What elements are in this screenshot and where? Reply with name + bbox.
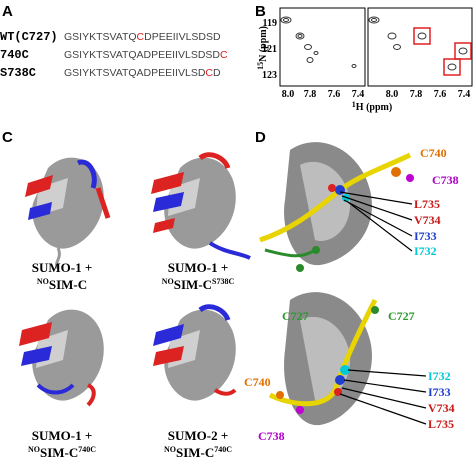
residue-label: C738 bbox=[432, 173, 459, 187]
residue-label: C740 bbox=[244, 375, 271, 389]
sequence: GSIYKTSVATQADPEEIIVLSDCD bbox=[64, 67, 221, 79]
panel-label: B bbox=[255, 3, 266, 20]
caption-line: NOSIM-C740C bbox=[164, 445, 232, 460]
mutated-residue: C bbox=[220, 49, 228, 61]
y-tick-label: 121 bbox=[262, 44, 277, 55]
spectrum-axes: 15N (ppm)119 121 123 8.0 7.8 7.6 7.4 8.0 7.8 7.6 7… bbox=[256, 18, 470, 113]
cartoon bbox=[153, 304, 237, 401]
residue-label: I733 bbox=[428, 385, 451, 399]
spectrum-frame bbox=[279, 7, 366, 87]
sequence-part: D bbox=[213, 67, 221, 79]
caption-prefix: NO bbox=[37, 277, 49, 286]
panel-label: A bbox=[2, 3, 13, 20]
x-tick-label: 7.6 bbox=[434, 89, 447, 100]
residue-label: C738 bbox=[258, 429, 285, 443]
sequence-part: DPEEIIVLSDSD bbox=[144, 31, 221, 43]
residue-label: C740 bbox=[420, 146, 447, 160]
panel-label: C bbox=[2, 129, 13, 146]
caption-line: NOSIM-C bbox=[37, 277, 87, 292]
x-tick-label: 7.8 bbox=[304, 89, 317, 100]
x-tick-label: 7.6 bbox=[328, 89, 341, 100]
residue-label: V734 bbox=[414, 213, 441, 227]
caption-sup: S738C bbox=[212, 277, 234, 286]
x-tick-label: 7.4 bbox=[458, 89, 471, 100]
caption-line: SUMO-1 + bbox=[168, 260, 229, 275]
mutated-residue: C bbox=[205, 67, 213, 79]
caption-main: SIM-C bbox=[174, 277, 212, 292]
caption-sup: 740C bbox=[214, 445, 232, 454]
x-tick-label: 7.4 bbox=[352, 89, 365, 100]
caption-prefix: NO bbox=[162, 277, 174, 286]
caption-prefix: NO bbox=[164, 445, 176, 454]
x-tick-label: 8.0 bbox=[386, 89, 399, 100]
y-axis-label: 15N (ppm) bbox=[256, 26, 269, 70]
y-axis-label-text: N (ppm) bbox=[258, 26, 269, 62]
x-tick-label: 8.0 bbox=[282, 89, 295, 100]
y-tick-label: 119 bbox=[263, 18, 277, 29]
caption-line: NOSIM-C740C bbox=[28, 445, 96, 460]
spectra bbox=[279, 7, 473, 87]
caption-main: SIM-C bbox=[40, 445, 78, 460]
residue-label: L735 bbox=[428, 417, 454, 431]
caption-main: SIM-C bbox=[49, 277, 87, 292]
sequence-part: GSIYKTSVATQADPEEIIVLSDSD bbox=[64, 49, 220, 61]
x-axis-label: 1H (ppm) bbox=[352, 100, 392, 113]
residue-label: I733 bbox=[414, 229, 437, 243]
cartoon bbox=[19, 309, 104, 407]
x-tick-label: 7.8 bbox=[410, 89, 423, 100]
y-axis-label-sup: 15 bbox=[256, 62, 265, 70]
protein-cartoons bbox=[19, 152, 251, 407]
cartoon bbox=[25, 157, 111, 270]
sequence-name: S738C bbox=[0, 66, 36, 80]
panel-label: D bbox=[255, 129, 266, 146]
sequence-name: 740C bbox=[0, 48, 29, 62]
sequence-name: WT(C727) bbox=[0, 30, 58, 44]
sequence: GSIYKTSVATQADPEEIIVLSDSDC bbox=[64, 49, 228, 61]
sequence-part: GSIYKTSVATQ bbox=[64, 31, 137, 43]
x-axis-label-text: H (ppm) bbox=[356, 102, 392, 113]
mutated-residue: C bbox=[137, 31, 145, 43]
peaks bbox=[280, 16, 468, 71]
residue-label: L735 bbox=[414, 197, 440, 211]
sequence: GSIYKTSVATQCDPEEIIVLSDSD bbox=[64, 31, 221, 43]
sequence-part: GSIYKTSVATQADPEEIIVLSD bbox=[64, 67, 206, 79]
highlight-box bbox=[413, 27, 472, 76]
residue-label: I732 bbox=[414, 244, 437, 258]
residue-label: C727 bbox=[282, 309, 309, 323]
x-axis-label-sup: 1 bbox=[352, 100, 356, 109]
caption-line: NOSIM-CS738C bbox=[162, 277, 235, 292]
y-tick-label: 123 bbox=[262, 70, 277, 81]
caption-line: SUMO-2 + bbox=[168, 428, 229, 443]
residue-label: V734 bbox=[428, 401, 455, 415]
caption-line: SUMO-1 + bbox=[32, 428, 93, 443]
caption-prefix: NO bbox=[28, 445, 40, 454]
caption-line: SUMO-1 + bbox=[32, 260, 93, 275]
caption-sup: 740C bbox=[78, 445, 96, 454]
residue-label: C727 bbox=[388, 309, 415, 323]
cartoon bbox=[151, 152, 251, 260]
ensemble-structures bbox=[259, 142, 427, 426]
caption-main: SIM-C bbox=[176, 445, 214, 460]
residue-label: I732 bbox=[428, 369, 451, 383]
